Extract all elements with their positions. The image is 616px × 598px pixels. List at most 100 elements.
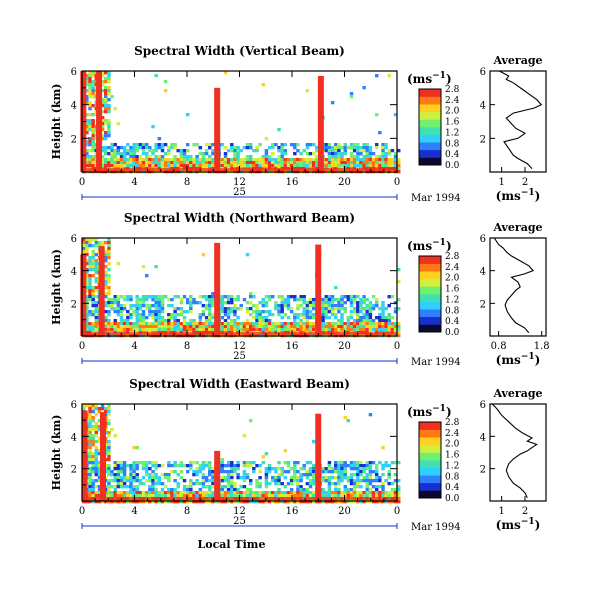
heat-cell	[324, 164, 329, 168]
heat-cell	[375, 158, 379, 162]
heat-cell	[100, 500, 105, 504]
heat-cell	[340, 146, 344, 150]
heat-cell	[249, 313, 253, 317]
heat-cell	[249, 491, 253, 495]
heat-cell	[346, 298, 351, 302]
heat-cell	[170, 500, 174, 504]
heat-cell	[258, 161, 262, 165]
heat-cell	[334, 470, 338, 474]
heat-cell	[393, 158, 398, 162]
heat-cell	[362, 494, 366, 498]
heat-cell	[167, 298, 171, 302]
heat-cell	[170, 158, 174, 162]
unit-exponent: −1	[432, 404, 446, 414]
heat-cell	[365, 161, 369, 165]
unit-suffix: )	[446, 405, 452, 419]
heat-cell	[138, 319, 143, 323]
heat-cell	[356, 325, 360, 329]
heat-cell	[255, 307, 259, 311]
heat-cell	[293, 316, 297, 320]
heat-cell	[126, 298, 130, 302]
heat-cell	[305, 491, 310, 495]
heat-cell	[129, 476, 133, 480]
heat-cell	[208, 319, 212, 323]
heat-cell	[211, 482, 215, 486]
heat-cell	[223, 470, 228, 474]
heat-cell	[346, 161, 351, 165]
heat-cell	[122, 319, 127, 323]
heat-cell	[283, 313, 288, 317]
heat-cell	[100, 83, 105, 87]
heat-cell	[349, 161, 354, 165]
heat-cell	[343, 307, 347, 311]
heat-cell	[236, 161, 240, 165]
heat-cell	[91, 328, 95, 332]
heat-cell	[356, 158, 360, 162]
heat-cell	[258, 316, 262, 320]
heat-cell	[375, 155, 379, 159]
heat-cell	[312, 161, 316, 165]
heat-cell	[349, 164, 354, 168]
heat-cell	[245, 319, 250, 323]
heat-cell	[371, 494, 376, 498]
heat-cell	[88, 416, 92, 420]
avg-y-tick-label: 4	[480, 432, 486, 443]
heat-cell	[138, 301, 143, 305]
heat-cell	[163, 143, 168, 147]
x-axis: 0 4 8 12 16 20 0	[79, 71, 400, 188]
heat-cell	[167, 313, 171, 317]
heat-cell	[135, 485, 139, 489]
heat-cell	[122, 164, 127, 168]
heatmap-cells	[82, 404, 401, 504]
unit-exponent: −1	[521, 188, 535, 198]
heat-cell	[141, 491, 146, 495]
heat-cell	[189, 479, 193, 483]
heat-cell	[113, 479, 117, 483]
heat-cell	[135, 313, 139, 317]
heat-cell	[167, 476, 171, 480]
heat-cell	[255, 146, 259, 150]
avg-y-tick-label: 6	[480, 67, 486, 78]
heat-cell	[145, 274, 149, 278]
heat-cell	[296, 461, 300, 465]
heat-cell	[167, 152, 171, 156]
heat-cell	[126, 161, 130, 165]
heat-cell	[138, 161, 143, 165]
heat-cell	[286, 482, 291, 486]
heat-cell	[107, 413, 111, 417]
heat-cell	[160, 319, 165, 323]
heat-cell	[94, 464, 99, 468]
heat-cell	[186, 488, 190, 492]
heat-cell	[346, 295, 351, 299]
heat-cell	[145, 479, 149, 483]
heat-cell	[145, 161, 149, 165]
heat-cell	[85, 274, 89, 278]
heat-cell	[148, 485, 152, 489]
heat-cell	[289, 476, 294, 480]
heat-cell	[312, 494, 316, 498]
heat-cell	[204, 322, 209, 326]
heat-cell	[145, 316, 149, 320]
heat-cell	[148, 473, 152, 477]
heat-cell	[107, 86, 111, 90]
heat-cell	[343, 328, 347, 332]
heat-cell	[365, 143, 369, 147]
heat-cell	[365, 149, 369, 153]
heat-cell	[299, 488, 303, 492]
heat-cell	[230, 325, 234, 329]
heat-cell	[160, 146, 165, 150]
heat-cell	[264, 479, 269, 483]
heat-cell	[141, 158, 146, 162]
heat-cell	[107, 80, 111, 84]
heat-cell	[249, 419, 253, 423]
heat-cell	[91, 494, 95, 498]
heat-cell	[167, 479, 171, 483]
heat-cell	[151, 298, 155, 302]
heat-cell	[327, 494, 332, 498]
heat-cell	[312, 473, 316, 477]
heat-cell	[324, 149, 329, 153]
heat-cell	[381, 164, 385, 168]
x-tick-label: 16	[286, 341, 299, 352]
heat-cell	[204, 152, 209, 156]
heat-cell	[252, 491, 256, 495]
